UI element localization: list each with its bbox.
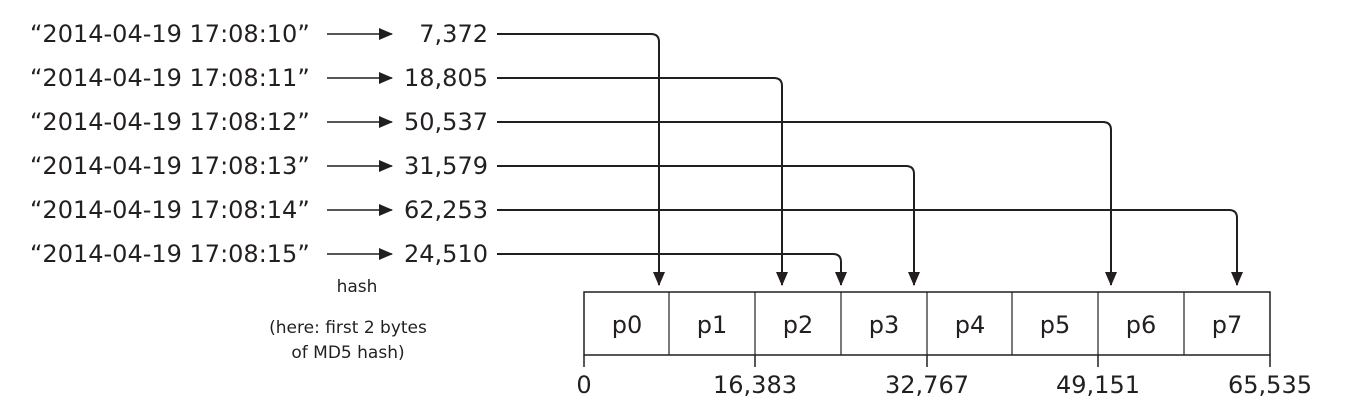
partition-connector-p7 (497, 209, 1243, 286)
timestamp-key: “2014-04-19 17:08:10” (30, 20, 310, 48)
range-label-end: 65,535 (1228, 371, 1312, 399)
timestamp-key: “2014-04-19 17:08:12” (30, 108, 310, 136)
timestamp-key: “2014-04-19 17:08:13” (30, 152, 310, 180)
hash-label: hash (337, 277, 378, 297)
hash-value: 18,805 (404, 64, 488, 92)
hash-value: 31,579 (404, 152, 488, 180)
partition-label-p7: p7 (1212, 311, 1243, 339)
partition-strip: p0 p1 p2 p3 p4 p5 p6 p7 (583, 291, 1271, 367)
hash-note-line-1: (here: first 2 bytes (269, 318, 427, 338)
key-row: “2014-04-19 17:08:12” 50,537 (30, 108, 1117, 286)
partition-label-p1: p1 (697, 311, 728, 339)
hash-value: 62,253 (404, 196, 488, 224)
timestamp-key: “2014-04-19 17:08:11” (30, 64, 310, 92)
timestamp-key: “2014-04-19 17:08:14” (30, 196, 310, 224)
key-row: “2014-04-19 17:08:13” 31,579 (30, 152, 920, 286)
key-row: “2014-04-19 17:08:11” 18,805 (30, 64, 788, 286)
partition-label-p2: p2 (783, 311, 814, 339)
partition-connector-p2 (497, 77, 788, 286)
partition-connector-p3 (497, 165, 920, 286)
hash-note-line-2: of MD5 hash) (291, 343, 404, 363)
range-label: 16,383 (713, 371, 797, 399)
partition-label-p3: p3 (869, 311, 900, 339)
hash-value: 24,510 (404, 240, 488, 268)
hash-value: 50,537 (404, 108, 488, 136)
key-row: “2014-04-19 17:08:14” 62,253 (30, 196, 1243, 286)
partition-label-p0: p0 (612, 311, 643, 339)
range-label-start: 0 (576, 371, 591, 399)
range-label: 32,767 (885, 371, 969, 399)
partition-connector-p2 (497, 253, 847, 286)
partition-label-p5: p5 (1040, 311, 1071, 339)
partition-label-p4: p4 (955, 311, 986, 339)
range-label: 49,151 (1056, 371, 1140, 399)
hash-value: 7,372 (419, 20, 488, 48)
key-row: “2014-04-19 17:08:10” 7,372 (30, 20, 665, 286)
key-rows: “2014-04-19 17:08:10” 7,372 “2014-04-19 … (30, 20, 1243, 286)
partition-connector-p6 (497, 121, 1117, 286)
timestamp-key: “2014-04-19 17:08:15” (30, 240, 310, 268)
key-row: “2014-04-19 17:08:15” 24,510 (30, 240, 847, 286)
partition-label-p6: p6 (1126, 311, 1157, 339)
partition-connector-p0 (497, 33, 665, 286)
